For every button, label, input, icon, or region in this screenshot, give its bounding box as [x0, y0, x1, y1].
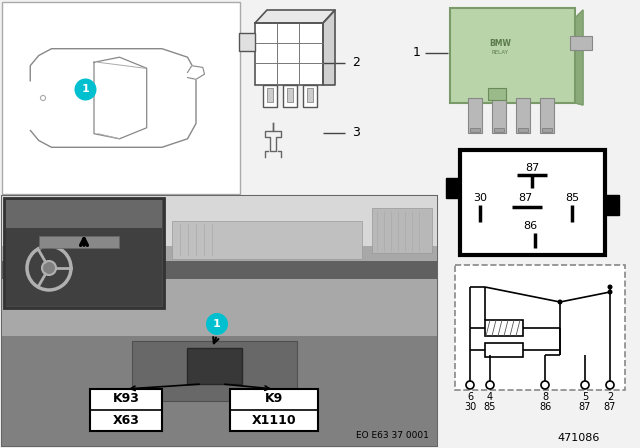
- Bar: [455, 265, 625, 390]
- Bar: [605, 195, 619, 215]
- Bar: [2, 2, 240, 194]
- Bar: [2, 196, 437, 246]
- Bar: [485, 343, 523, 357]
- Text: 471086: 471086: [557, 433, 600, 443]
- Text: X1110: X1110: [252, 414, 296, 426]
- Bar: [540, 98, 554, 133]
- Circle shape: [607, 289, 612, 294]
- Text: RELAY: RELAY: [492, 51, 508, 56]
- Bar: [372, 208, 432, 253]
- Bar: [4, 198, 164, 308]
- Bar: [90, 389, 162, 431]
- Circle shape: [206, 313, 228, 335]
- Bar: [172, 221, 362, 259]
- Bar: [2, 336, 437, 446]
- Polygon shape: [255, 10, 335, 23]
- Text: 30: 30: [464, 402, 476, 412]
- Bar: [516, 98, 530, 133]
- Text: K9: K9: [265, 392, 283, 405]
- Circle shape: [541, 381, 549, 389]
- Bar: [518, 128, 528, 132]
- Circle shape: [606, 381, 614, 389]
- Bar: [255, 23, 323, 85]
- Text: 1: 1: [413, 47, 421, 60]
- Bar: [570, 36, 592, 50]
- Circle shape: [607, 284, 612, 289]
- Text: X63: X63: [113, 414, 140, 426]
- Bar: [492, 98, 506, 133]
- Bar: [132, 341, 297, 401]
- Polygon shape: [575, 10, 583, 105]
- Bar: [450, 8, 575, 103]
- Bar: [2, 261, 437, 279]
- Text: 4: 4: [487, 392, 493, 402]
- Bar: [468, 98, 482, 133]
- Bar: [263, 85, 277, 107]
- Text: 8: 8: [542, 392, 548, 402]
- Text: 1: 1: [82, 85, 90, 95]
- Bar: [2, 196, 437, 446]
- Bar: [485, 320, 523, 336]
- Text: 87: 87: [579, 402, 591, 412]
- Text: 2: 2: [352, 56, 360, 69]
- Text: K93: K93: [113, 392, 140, 405]
- Polygon shape: [323, 10, 335, 85]
- Text: 87: 87: [518, 193, 532, 203]
- Bar: [230, 389, 318, 431]
- Circle shape: [581, 381, 589, 389]
- Text: 87: 87: [604, 402, 616, 412]
- Bar: [307, 88, 313, 102]
- Bar: [488, 88, 506, 100]
- Bar: [460, 150, 605, 255]
- Bar: [303, 85, 317, 107]
- Text: 86: 86: [523, 221, 537, 231]
- Text: 5: 5: [582, 392, 588, 402]
- Bar: [239, 33, 255, 51]
- Bar: [267, 88, 273, 102]
- Text: 6: 6: [467, 392, 473, 402]
- Text: EO E63 37 0001: EO E63 37 0001: [356, 431, 429, 440]
- Polygon shape: [188, 66, 205, 79]
- Bar: [283, 85, 297, 107]
- Bar: [187, 348, 242, 384]
- Text: 85: 85: [484, 402, 496, 412]
- Bar: [39, 236, 119, 248]
- Text: 2: 2: [607, 392, 613, 402]
- Bar: [6, 200, 162, 306]
- Circle shape: [42, 261, 56, 275]
- Bar: [446, 178, 460, 198]
- Text: 85: 85: [565, 193, 579, 203]
- Circle shape: [466, 381, 474, 389]
- Bar: [470, 128, 480, 132]
- Circle shape: [486, 381, 494, 389]
- Circle shape: [557, 300, 563, 305]
- Bar: [542, 128, 552, 132]
- Text: 86: 86: [539, 402, 551, 412]
- Bar: [287, 88, 293, 102]
- Bar: [494, 128, 504, 132]
- Bar: [6, 200, 162, 228]
- Text: 1: 1: [213, 319, 221, 329]
- Text: BMW: BMW: [489, 39, 511, 47]
- Text: 30: 30: [473, 193, 487, 203]
- Bar: [2, 246, 437, 446]
- Circle shape: [74, 78, 97, 100]
- Text: 87: 87: [525, 163, 539, 173]
- Text: 3: 3: [352, 126, 360, 139]
